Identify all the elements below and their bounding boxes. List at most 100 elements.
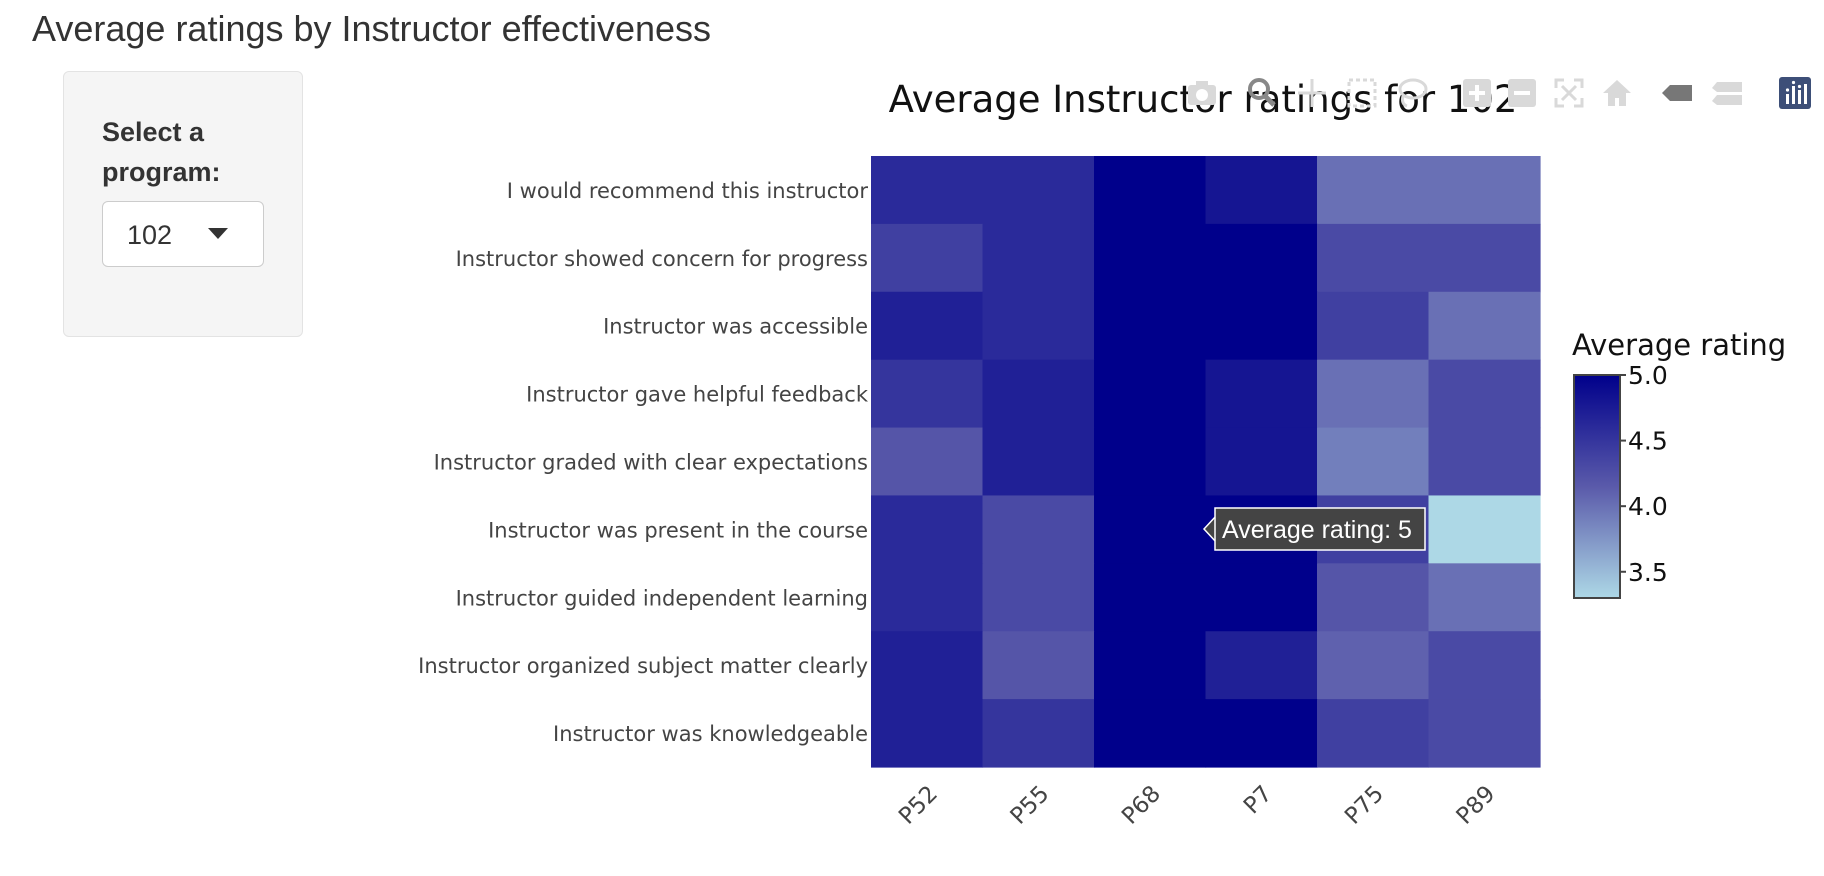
- heatmap-cell[interactable]: [1094, 631, 1207, 700]
- tooltip-text: Average rating: 5: [1222, 516, 1412, 544]
- heatmap-cell[interactable]: [1317, 563, 1430, 632]
- heatmap-cell[interactable]: [1205, 631, 1318, 700]
- heatmap-cell[interactable]: [982, 359, 1095, 429]
- heatmap-cell[interactable]: [982, 427, 1095, 497]
- heatmap-cell[interactable]: [1428, 495, 1541, 564]
- heatmap-cell[interactable]: [982, 495, 1095, 564]
- y-tick-label: Instructor was knowledgeable: [553, 722, 868, 746]
- heatmap-cell[interactable]: [1428, 563, 1541, 632]
- heatmap-cell[interactable]: [982, 699, 1095, 768]
- heatmap-cell[interactable]: [871, 563, 984, 632]
- y-tick-label: Instructor organized subject matter clea…: [418, 654, 868, 678]
- y-tick-label: I would recommend this instructor: [507, 179, 869, 203]
- y-tick-label: Instructor gave helpful feedback: [526, 383, 869, 407]
- hover-compare-icon[interactable]: [1710, 76, 1744, 110]
- program-select-label: Select a program:: [102, 117, 221, 187]
- lasso-select-icon[interactable]: [1395, 76, 1429, 110]
- heatmap-cell[interactable]: [982, 291, 1095, 361]
- y-tick-label: Instructor guided independent learning: [456, 586, 868, 610]
- reset-axes-icon[interactable]: [1600, 76, 1634, 110]
- heatmap-cell[interactable]: [1317, 631, 1430, 700]
- heatmap-cell[interactable]: [1317, 359, 1430, 429]
- heatmap-cell[interactable]: [1317, 223, 1430, 293]
- x-tick-label: P55: [1006, 781, 1055, 830]
- zoom-in-icon[interactable]: [1460, 76, 1494, 110]
- heatmap-cell[interactable]: [1205, 427, 1318, 497]
- tooltip-box: [1214, 507, 1426, 551]
- heatmap-cell[interactable]: [1428, 427, 1541, 497]
- heatmap-cell[interactable]: [1094, 495, 1207, 564]
- heatmap-cell[interactable]: [982, 631, 1095, 700]
- y-axis-labels: I would recommend this instructor Instruc…: [418, 179, 869, 746]
- heatmap-cell[interactable]: [1205, 563, 1318, 632]
- colorbar-tick-label: 3.5: [1628, 558, 1668, 587]
- heatmap-cell[interactable]: [1428, 699, 1541, 768]
- y-tick-label: Instructor was present in the course: [488, 518, 868, 542]
- heatmap-cell[interactable]: [1428, 223, 1541, 293]
- heatmap-cell[interactable]: [1094, 359, 1207, 429]
- x-axis-labels: P52 P55 P68 P7 P75 P89: [894, 781, 1500, 830]
- heatmap-cell[interactable]: [982, 563, 1095, 632]
- x-tick-label: P75: [1340, 781, 1389, 830]
- colorbar-ticks: 5.0 4.5 4.0 3.5: [1620, 361, 1668, 587]
- x-tick-label: P7: [1239, 781, 1278, 820]
- heatmap-cell[interactable]: [1094, 291, 1207, 361]
- y-tick-label: Instructor graded with clear expectation…: [434, 451, 868, 475]
- colorbar: Average rating 5.0 4.5 4.0 3.5: [1572, 328, 1786, 599]
- heatmap-cell[interactable]: [871, 359, 984, 429]
- program-selector-panel: Select a program: 102: [63, 71, 303, 337]
- colorbar-tick-label: 5.0: [1628, 361, 1668, 390]
- heatmap-cell[interactable]: [1094, 223, 1207, 293]
- heatmap-cell[interactable]: [871, 427, 984, 497]
- heatmap-cell[interactable]: [1205, 291, 1318, 361]
- hover-closest-icon[interactable]: [1660, 76, 1694, 110]
- x-tick-label: P52: [894, 781, 943, 830]
- page-title: Average ratings by Instructor effectiven…: [32, 8, 712, 49]
- heatmap-cell[interactable]: [1428, 291, 1541, 361]
- heatmap-cell[interactable]: [1317, 291, 1430, 361]
- pan-icon[interactable]: [1295, 76, 1329, 110]
- heatmap-cell[interactable]: [1428, 631, 1541, 700]
- heatmap-cell[interactable]: [1317, 156, 1430, 225]
- heatmap-cell[interactable]: [871, 291, 984, 361]
- zoom-icon[interactable]: [1245, 76, 1279, 110]
- heatmap-cell[interactable]: [1094, 699, 1207, 768]
- box-select-icon[interactable]: [1345, 76, 1379, 110]
- heatmap-cell[interactable]: [1317, 699, 1430, 768]
- plotly-logo-icon[interactable]: [1778, 76, 1812, 110]
- heatmap-cell[interactable]: [1205, 359, 1318, 429]
- heatmap-cell[interactable]: [871, 699, 984, 768]
- heatmap-cell[interactable]: [1094, 563, 1207, 632]
- x-tick-label: P89: [1452, 781, 1501, 830]
- camera-icon[interactable]: [1185, 76, 1219, 110]
- heatmap-cell[interactable]: [1428, 359, 1541, 429]
- heatmap-cell[interactable]: [871, 156, 984, 225]
- heatmap-cell[interactable]: [982, 223, 1095, 293]
- zoom-out-icon[interactable]: [1505, 76, 1539, 110]
- heatmap-cell[interactable]: [871, 223, 984, 293]
- plot-modebar: [1185, 76, 1815, 116]
- heatmap-cells: [871, 156, 1541, 768]
- y-tick-label: Instructor was accessible: [603, 315, 868, 339]
- chevron-down-icon: [208, 228, 228, 239]
- program-select-value: 102: [127, 220, 173, 250]
- heatmap-cell[interactable]: [871, 631, 984, 700]
- hover-tooltip: Average rating: 5: [1202, 507, 1426, 551]
- heatmap-cell[interactable]: [1428, 156, 1541, 225]
- colorbar-tick-label: 4.0: [1628, 492, 1668, 521]
- autoscale-icon[interactable]: [1552, 76, 1586, 110]
- heatmap-cell[interactable]: [871, 495, 984, 564]
- heatmap-cell[interactable]: [1317, 427, 1430, 497]
- program-select[interactable]: 102: [102, 201, 264, 267]
- colorbar-gradient: [1573, 374, 1621, 599]
- heatmap-cell[interactable]: [1205, 156, 1318, 225]
- heatmap-cell[interactable]: [1094, 156, 1207, 225]
- heatmap-cell[interactable]: [982, 156, 1095, 225]
- heatmap-cell[interactable]: [1205, 699, 1318, 768]
- colorbar-tick-label: 4.5: [1628, 427, 1668, 456]
- y-tick-label: Instructor showed concern for progress: [456, 247, 868, 271]
- colorbar-title: Average rating: [1572, 328, 1786, 362]
- heatmap-cell[interactable]: [1205, 223, 1318, 293]
- heatmap-cell[interactable]: [1094, 427, 1207, 497]
